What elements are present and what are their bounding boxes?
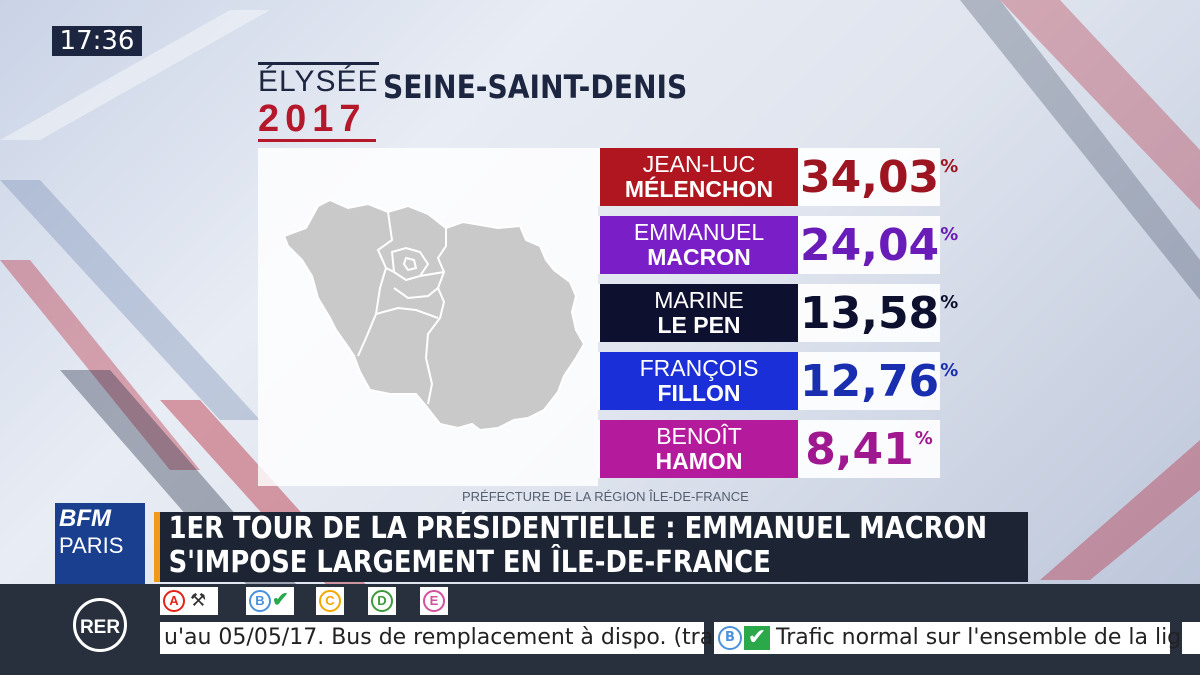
- ticker-message-1: u'au 05/05/17. Bus de remplacement à dis…: [160, 622, 775, 654]
- candidate-name-box: JEAN-LUC MÉLENCHON: [600, 148, 798, 206]
- rer-line-e-badge: E: [420, 587, 448, 615]
- candidate-name-box: BENOÎT HAMON: [600, 420, 798, 478]
- region-shape: [282, 198, 586, 432]
- logo-top-text: BFM: [59, 505, 111, 532]
- election-label: ÉLYSÉE: [258, 62, 379, 99]
- ticker-message-2: Trafic normal sur l'ensemble de la ligne…: [776, 625, 1200, 650]
- logo-bottom-text: PARIS: [59, 533, 124, 558]
- ticker-message-2-container: B ✔ Trafic normal sur l'ensemble de la lig…: [714, 622, 1200, 654]
- candidate-last-name: HAMON: [655, 448, 743, 474]
- candidate-percentage: 13,58%: [800, 288, 959, 339]
- candidate-percentage: 12,76%: [800, 356, 959, 407]
- check-icon: ✔: [272, 589, 289, 611]
- rer-line-c-icon: C: [319, 590, 341, 612]
- candidate-first-name: JEAN-LUC: [642, 151, 756, 177]
- channel-logo: BFM PARIS: [55, 503, 145, 585]
- check-icon: ✔: [744, 626, 770, 650]
- results-list: JEAN-LUC MÉLENCHON 34,03% EMMANUEL MACRO…: [598, 148, 959, 488]
- candidate-percentage: 24,04%: [800, 220, 959, 271]
- candidate-first-name: BENOÎT: [656, 423, 742, 449]
- ile-de-france-map: [282, 198, 586, 432]
- ticker-next-item: [1182, 622, 1200, 654]
- candidate-first-name: FRANÇOIS: [639, 355, 759, 381]
- rer-line-b-badge: B ✔: [246, 587, 294, 615]
- candidate-first-name: MARINE: [654, 287, 744, 313]
- map-panel: [258, 148, 598, 486]
- rer-line-e-icon: E: [423, 590, 445, 612]
- candidate-percentage: 8,41%: [805, 424, 933, 475]
- candidate-percentage: 34,03%: [800, 152, 959, 203]
- candidate-first-name: EMMANUEL: [633, 219, 765, 245]
- headline-banner: 1ER TOUR DE LA PRÉSIDENTIELLE : EMMANUEL…: [160, 512, 1028, 582]
- candidate-last-name: LE PEN: [657, 312, 741, 338]
- candidate-last-name: FILLON: [657, 380, 741, 406]
- rer-line-b-icon: B: [249, 590, 271, 612]
- rer-line-c-badge: C: [316, 587, 344, 615]
- clock: 17:36: [52, 26, 142, 56]
- headline-line-2: S'IMPOSE LARGEMENT EN ÎLE-DE-FRANCE: [168, 545, 771, 580]
- rer-line-a-badge: A ⚒: [160, 587, 218, 615]
- traffic-ticker: u'au 05/05/17. Bus de remplacement à dis…: [160, 622, 1200, 656]
- rer-logo: RER: [73, 598, 127, 652]
- result-row: FRANÇOIS FILLON 12,76%: [598, 352, 959, 410]
- result-row: JEAN-LUC MÉLENCHON 34,03%: [598, 148, 959, 206]
- candidate-name-box: FRANÇOIS FILLON: [600, 352, 798, 410]
- result-row: MARINE LE PEN 13,58%: [598, 284, 959, 342]
- candidate-name-box: EMMANUEL MACRON: [600, 216, 798, 274]
- rer-line-d-icon: D: [371, 590, 393, 612]
- works-icon: ⚒: [190, 590, 207, 610]
- headline-accent: [154, 512, 160, 582]
- candidate-last-name: MÉLENCHON: [624, 176, 774, 202]
- result-row: EMMANUEL MACRON 24,04%: [598, 216, 959, 274]
- election-title: ÉLYSÉE 2017: [258, 62, 379, 142]
- result-row: BENOÎT HAMON 8,41%: [598, 420, 940, 478]
- election-year: 2017: [258, 99, 376, 142]
- candidate-name-box: MARINE LE PEN: [600, 284, 798, 342]
- department-title: SEINE-SAINT-DENIS: [383, 68, 688, 106]
- headline-line-1: 1ER TOUR DE LA PRÉSIDENTIELLE : EMMANUEL…: [168, 511, 988, 546]
- rer-line-b-icon: B: [718, 626, 742, 650]
- rer-line-a-icon: A: [163, 590, 185, 612]
- candidate-last-name: MACRON: [647, 244, 751, 270]
- rer-line-d-badge: D: [368, 587, 396, 615]
- source-credit: PRÉFECTURE DE LA RÉGION ÎLE-DE-FRANCE: [462, 489, 749, 504]
